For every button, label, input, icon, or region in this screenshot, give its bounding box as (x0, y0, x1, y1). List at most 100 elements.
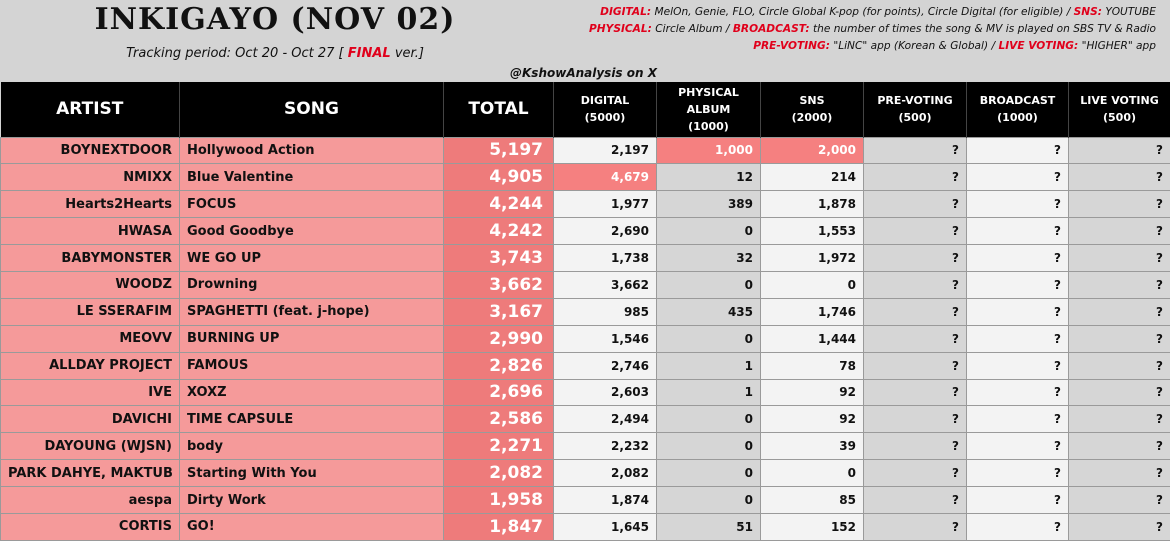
broadcast-cell: ? (966, 217, 1069, 246)
legend-sns-key: SNS: (1073, 6, 1103, 18)
table-row: Hearts2Hearts FOCUS 4,244 1,977 389 1,878??? (0, 190, 1170, 219)
song-cell: Dirty Work (179, 486, 444, 514)
prevoting-cell: ? (863, 432, 967, 461)
col-header-digital-max: (5000) (584, 111, 626, 125)
page-title: INKIGAYO (NOV 02) (94, 2, 456, 37)
legend-broadcast-text: the number of times the song & MV is pla… (812, 23, 1156, 35)
physical-cell: 0 (656, 486, 761, 514)
artist-cell: CORTIS (0, 512, 180, 541)
artist-cell: DAVICHI (0, 405, 180, 434)
legend-physical-key: PHYSICAL: (589, 23, 652, 35)
table-row: IVE XOXZ 2,696 2,603 1 92??? (0, 378, 1170, 407)
broadcast-cell: ? (966, 459, 1069, 488)
song-cell: Good Goodbye (179, 217, 444, 246)
physical-cell: 0 (656, 432, 761, 461)
sns-cell: 39 (760, 432, 864, 461)
sns-cell: 2,000 (760, 136, 864, 165)
physical-cell: 0 (656, 217, 761, 246)
legend-prevoting-text: "LiNC" app (Korean & Global) / (833, 40, 996, 52)
song-cell: XOXZ (179, 378, 444, 407)
artist-cell: aespa (0, 486, 180, 514)
col-header-livevoting-label: LIVE VOTING (1080, 94, 1159, 108)
song-cell: BURNING UP (179, 324, 444, 353)
artist-cell: DAYOUNG (WJSN) (0, 432, 180, 461)
song-cell: GO! (179, 512, 444, 541)
song-cell: Starting With You (179, 459, 444, 488)
digital-cell: 2,232 (553, 432, 657, 461)
livevoting-cell: ? (1068, 217, 1170, 246)
final-label: FINAL (347, 46, 391, 61)
table-row: PARK DAHYE, MAKTUB Starting With You 2,082… (0, 459, 1170, 488)
table-body: BOYNEXTDOOR Hollywood Action 5,197 2,197 1,0… (0, 136, 1170, 541)
col-header-digital: DIGITAL (5000) (553, 82, 657, 137)
prevoting-cell: ? (863, 217, 967, 246)
physical-cell: 51 (656, 512, 761, 541)
table-row: MEOVV BURNING UP 2,990 1,546 0 1,444??? (0, 324, 1170, 353)
table-row: DAVICHI TIME CAPSULE 2,586 2,494 0 92??? (0, 405, 1170, 434)
digital-cell: 985 (553, 297, 657, 326)
total-cell: 4,905 (443, 163, 554, 192)
song-cell: TIME CAPSULE (179, 405, 444, 434)
digital-cell: 1,977 (553, 190, 657, 219)
artist-cell: ALLDAY PROJECT (0, 351, 180, 380)
digital-cell: 2,746 (553, 351, 657, 380)
prevoting-cell: ? (863, 136, 967, 165)
col-header-physical-label2: ALBUM (686, 102, 731, 116)
livevoting-cell: ? (1068, 512, 1170, 541)
livevoting-cell: ? (1068, 351, 1170, 380)
score-table: ARTIST SONG TOTAL DIGITAL (5000) PHYSICA… (0, 82, 1170, 541)
total-cell: 4,244 (443, 190, 554, 219)
prevoting-cell: ? (863, 190, 967, 219)
livevoting-cell: ? (1068, 405, 1170, 434)
prevoting-cell: ? (863, 405, 967, 434)
prevoting-cell: ? (863, 297, 967, 326)
sns-cell: 78 (760, 351, 864, 380)
digital-cell: 2,494 (553, 405, 657, 434)
physical-cell: 32 (656, 244, 761, 272)
physical-cell: 1,000 (656, 136, 761, 165)
col-header-broadcast-label: BROADCAST (979, 94, 1056, 108)
physical-cell: 1 (656, 378, 761, 407)
broadcast-cell: ? (966, 432, 1069, 461)
total-cell: 1,847 (443, 512, 554, 541)
prevoting-cell: ? (863, 378, 967, 407)
digital-cell: 1,738 (553, 244, 657, 272)
col-header-broadcast-max: (1000) (997, 111, 1038, 125)
livevoting-cell: ? (1068, 270, 1170, 299)
broadcast-cell: ? (966, 405, 1069, 434)
header-row: ARTIST SONG TOTAL DIGITAL (5000) PHYSICA… (0, 82, 1170, 137)
song-cell: FOCUS (179, 190, 444, 219)
broadcast-cell: ? (966, 190, 1069, 219)
table-row: BOYNEXTDOOR Hollywood Action 5,197 2,197 1,0… (0, 136, 1170, 165)
sns-cell: 92 (760, 378, 864, 407)
total-cell: 3,743 (443, 244, 554, 272)
song-cell: Blue Valentine (179, 163, 444, 192)
broadcast-cell: ? (966, 512, 1069, 541)
prevoting-cell: ? (863, 486, 967, 514)
col-header-prevoting-max: (500) (898, 111, 932, 125)
table-row: BABYMONSTER WE GO UP 3,743 1,738 32 1,972??? (0, 244, 1170, 272)
col-header-sns-label: SNS (799, 94, 825, 108)
total-cell: 5,197 (443, 136, 554, 165)
digital-cell: 2,197 (553, 136, 657, 165)
broadcast-cell: ? (966, 163, 1069, 192)
legend-prevoting-key: PRE-VOTING: (753, 40, 830, 52)
digital-cell: 1,645 (553, 512, 657, 541)
digital-cell: 2,603 (553, 378, 657, 407)
physical-cell: 435 (656, 297, 761, 326)
total-cell: 2,082 (443, 459, 554, 488)
table-row: HWASA Good Goodbye 4,242 2,690 0 1,553??? (0, 217, 1170, 246)
table-row: CORTIS GO! 1,847 1,645 51 152??? (0, 512, 1170, 541)
col-header-livevoting: LIVE VOTING (500) (1068, 82, 1170, 137)
livevoting-cell: ? (1068, 486, 1170, 514)
table-row: ALLDAY PROJECT FAMOUS 2,826 2,746 1 78??? (0, 351, 1170, 380)
song-cell: FAMOUS (179, 351, 444, 380)
song-cell: SPAGHETTI (feat. j-hope) (179, 297, 444, 326)
livevoting-cell: ? (1068, 324, 1170, 353)
livevoting-cell: ? (1068, 459, 1170, 488)
col-header-physical-max: (1000) (688, 119, 729, 133)
artist-cell: NMIXX (0, 163, 180, 192)
broadcast-cell: ? (966, 324, 1069, 353)
digital-cell: 4,679 (553, 163, 657, 192)
livevoting-cell: ? (1068, 378, 1170, 407)
